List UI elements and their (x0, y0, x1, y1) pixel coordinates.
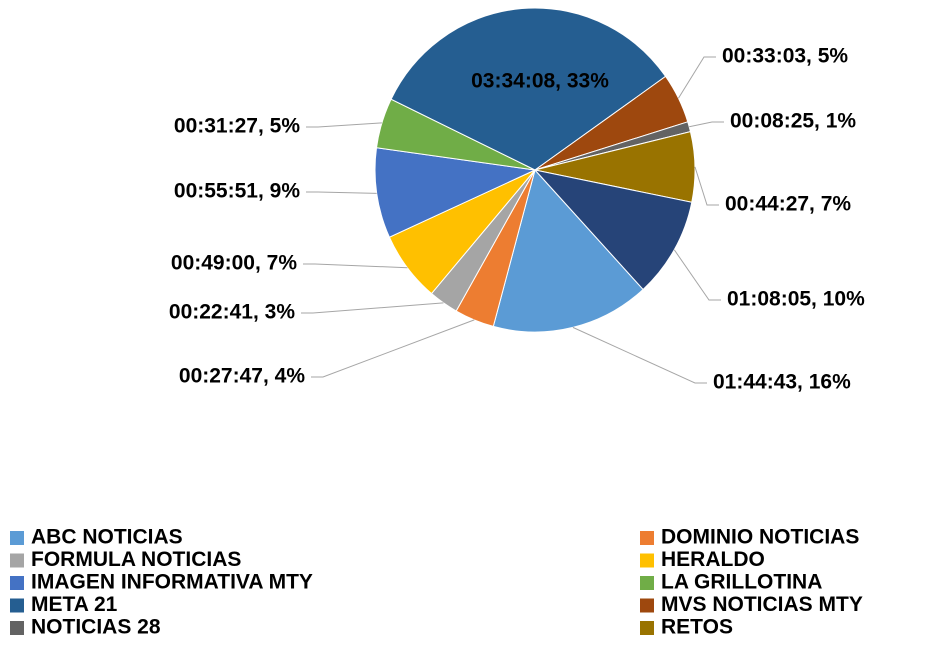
data-label: 00:27:47, 4% (179, 365, 305, 388)
leader-line (678, 56, 716, 99)
legend-label: ABC NOTICIAS (31, 526, 183, 549)
data-label: 00:44:27, 7% (725, 193, 851, 216)
legend-label: IMAGEN INFORMATIVA MTY (31, 571, 313, 594)
pie-slice (390, 7, 667, 171)
data-label: 00:33:03, 5% (722, 45, 848, 68)
pie-slice (374, 147, 537, 238)
legend-swatch (10, 621, 24, 635)
legend-label: META 21 (31, 593, 118, 616)
data-label: 03:34:08, 33% (471, 70, 609, 93)
legend-swatch (640, 553, 654, 568)
legend-label: DOMINIO NOTICIAS (661, 526, 859, 549)
legend-swatch (10, 553, 24, 568)
legend-swatch (640, 531, 654, 545)
data-label: 00:49:00, 7% (171, 252, 297, 275)
leader-line (673, 249, 721, 301)
leader-line (311, 319, 475, 378)
legend-label: NOTICIAS 28 (31, 616, 161, 639)
leader-line (694, 166, 719, 206)
data-label: 00:22:41, 3% (169, 301, 295, 324)
legend-label: HERALDO (661, 548, 765, 571)
legend-swatch (640, 576, 654, 590)
leader-line (306, 191, 377, 194)
legend-label: MVS NOTICIAS MTY (661, 593, 863, 616)
legend-swatch (640, 621, 654, 635)
legend-swatch (10, 576, 24, 590)
data-label: 00:55:51, 9% (174, 180, 300, 203)
pie-slice (492, 168, 644, 333)
data-label: 00:31:27, 5% (174, 115, 300, 138)
leader-line (572, 326, 707, 384)
legend-label: LA GRILLOTINA (661, 571, 822, 594)
leader-line (301, 302, 444, 314)
leader-line (303, 263, 408, 269)
data-label: 00:08:25, 1% (730, 110, 856, 133)
legend-swatch (10, 598, 24, 613)
legend-label: FORMULA NOTICIAS (31, 548, 241, 571)
leader-line (689, 121, 724, 128)
legend-label: RETOS (661, 616, 733, 639)
data-label: 01:44:43, 16% (713, 371, 851, 394)
legend-swatch (10, 531, 24, 545)
leader-line (306, 122, 382, 128)
legend-swatch (640, 598, 654, 613)
data-label: 01:08:05, 10% (727, 288, 865, 311)
